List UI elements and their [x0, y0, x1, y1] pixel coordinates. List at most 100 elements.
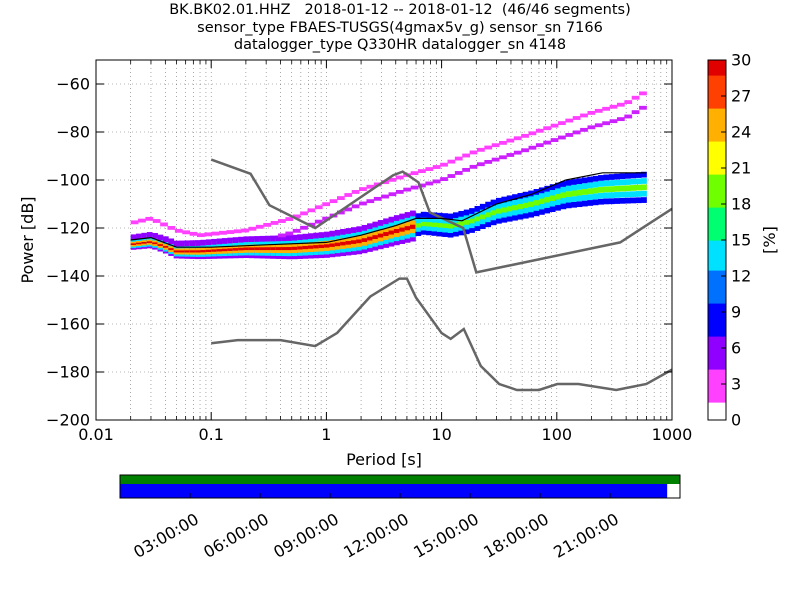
psd-heatmap-cell	[388, 224, 395, 231]
psd-heatmap-cell	[447, 213, 454, 220]
psd-heatmap-cell	[533, 194, 540, 201]
psd-heatmap-cell	[367, 234, 373, 241]
segments-bar	[120, 475, 680, 484]
psd-heatmap-cell	[345, 249, 352, 256]
psd-heatmap-cell	[307, 208, 316, 213]
psd-heatmap-cell	[535, 128, 544, 133]
colorbar-segment	[708, 162, 726, 166]
psd-heatmap-cell	[431, 221, 438, 228]
psd-heatmap-cell	[383, 222, 389, 229]
psd-heatmap-cell	[440, 162, 448, 167]
psd-heatmap-cell	[549, 189, 556, 196]
colorbar-segment	[708, 141, 726, 145]
psd-heatmap-cell	[544, 207, 551, 214]
psd-heatmap-cell	[442, 213, 449, 219]
psd-heatmap-cell	[616, 117, 625, 122]
psd-heatmap-cell	[410, 231, 416, 238]
psd-heatmap-cell	[415, 226, 422, 232]
psd-heatmap-cell	[592, 181, 599, 188]
psd-heatmap-cell	[558, 121, 566, 126]
psd-heatmap-cell	[275, 235, 282, 242]
colorbar-segment	[708, 276, 726, 280]
psd-heatmap-cell	[641, 197, 647, 203]
psd-heatmap-cell	[307, 252, 314, 259]
psd-heatmap-cell	[565, 196, 572, 203]
timeline-tick-label: 21:00:00	[550, 509, 622, 561]
psd-heatmap-cell	[517, 208, 524, 215]
psd-heatmap-cell	[345, 231, 352, 238]
psd-heatmap-cell	[361, 228, 368, 235]
psd-heatmap-cell	[297, 253, 304, 259]
colorbar-segment	[708, 267, 726, 271]
colorbar-segment	[708, 417, 726, 421]
psd-heatmap-cell	[281, 247, 287, 254]
psd-heatmap-cell	[506, 205, 513, 212]
psd-heatmap-cell	[442, 226, 449, 233]
psd-heatmap-cell	[281, 238, 287, 245]
psd-heatmap-cell	[345, 228, 352, 234]
psd-heatmap-cell	[388, 220, 395, 227]
colorbar-segment	[708, 63, 726, 67]
psd-heatmap-cell	[619, 197, 626, 204]
psd-heatmap-cell	[285, 231, 294, 236]
colorbar-segment	[708, 135, 726, 139]
colorbar-segment	[708, 168, 726, 172]
psd-heatmap-cell	[522, 191, 529, 198]
psd-heatmap-cell	[388, 240, 395, 247]
psd-heatmap-cell	[499, 140, 507, 145]
psd-heatmap-cell	[278, 219, 286, 223]
colorbar-segment	[708, 327, 726, 331]
psd-heatmap-cell	[641, 171, 647, 178]
colorbar-segment	[708, 357, 726, 361]
psd-heatmap-cell	[388, 216, 395, 223]
colorbar-segment	[708, 90, 726, 94]
psd-heatmap-cell	[233, 229, 242, 234]
x-tick-label: 1	[321, 425, 331, 444]
psd-heatmap-cell	[624, 197, 631, 204]
colorbar-segment	[708, 138, 726, 142]
psd-heatmap-cell	[603, 186, 610, 193]
psd-heatmap-cell	[462, 167, 471, 172]
psd-heatmap-cell	[549, 206, 556, 213]
psd-heatmap-cell	[291, 253, 298, 260]
colorbar-segment	[708, 366, 726, 370]
psd-heatmap-cell	[345, 242, 352, 249]
psd-heatmap-cell	[479, 218, 486, 225]
psd-heatmap-cell	[388, 192, 397, 197]
psd-heatmap-cell	[490, 219, 497, 226]
colorbar-segment	[708, 117, 726, 121]
colorbar-segment	[708, 297, 726, 301]
psd-heatmap-cell	[359, 201, 367, 206]
psd-heatmap-cell	[630, 172, 637, 179]
psd-heatmap-cell	[340, 232, 346, 239]
noise-model-nlnm	[211, 277, 673, 392]
psd-heatmap-cell	[404, 216, 411, 222]
psd-heatmap-cell	[275, 250, 282, 256]
title-line-3: datalogger_type Q330HR datalogger_sn 414…	[233, 37, 567, 53]
colorbar-segment	[708, 345, 726, 349]
psd-heatmap-cell	[410, 210, 416, 217]
colorbar-segment	[708, 411, 726, 415]
psd-heatmap-cell	[334, 250, 341, 257]
psd-heatmap-cell	[608, 174, 615, 180]
psd-heatmap-cell	[393, 223, 400, 230]
psd-heatmap-cell	[521, 148, 529, 153]
psd-heatmap-cell	[608, 198, 615, 205]
psd-heatmap-cell	[587, 200, 594, 206]
psd-heatmap-cell	[238, 236, 244, 243]
psd-heatmap-cell	[512, 214, 518, 221]
psd-heatmap-cell	[356, 248, 363, 255]
colorbar-segment	[708, 330, 726, 334]
psd-heatmap-cell	[522, 207, 529, 214]
psd-heatmap-cell	[393, 235, 400, 242]
psd-heatmap-cell	[211, 231, 220, 236]
colorbar-segment	[708, 381, 726, 385]
psd-heatmap-cell	[624, 172, 631, 179]
psd-heatmap-cell	[420, 211, 427, 218]
colorbar-segment	[708, 60, 726, 64]
psd-heatmap-cell	[350, 241, 357, 248]
colorbar-segment	[708, 204, 726, 208]
psd-heatmap-cell	[517, 213, 524, 220]
psd-heatmap-cell	[533, 199, 540, 206]
colorbar-segment	[708, 342, 726, 346]
